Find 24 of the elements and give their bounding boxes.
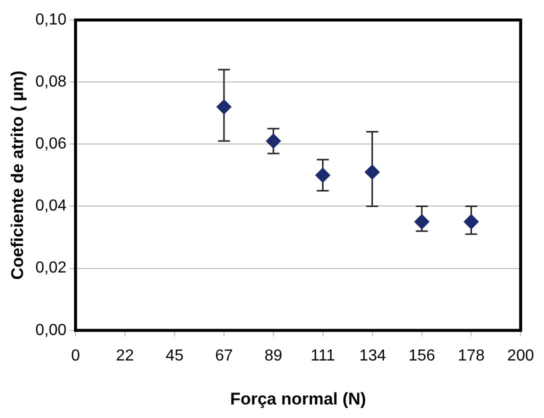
- x-axis-title: Força normal (N): [230, 389, 366, 408]
- y-tick-label: 0,10: [35, 11, 67, 28]
- y-tick-label: 0,08: [35, 73, 67, 90]
- y-tick-label: 0,02: [35, 260, 67, 277]
- x-tick-label: 67: [215, 347, 233, 364]
- y-tick-label: 0,06: [35, 136, 67, 153]
- x-tick-label: 156: [408, 347, 436, 364]
- point: [364, 164, 380, 180]
- y-axis-title: Coeficiente de atrito ( µm): [8, 70, 27, 280]
- x-tick-label: 200: [507, 347, 534, 364]
- y-tick-label: 0,00: [35, 322, 67, 339]
- x-tick-label: 134: [359, 347, 386, 364]
- point: [315, 168, 330, 183]
- x-tick-label: 0: [71, 347, 80, 364]
- x-tick-label: 178: [458, 347, 485, 364]
- x-tick-label: 111: [310, 347, 336, 364]
- x-tick-label: 89: [264, 347, 282, 364]
- y-tick-label: 0,04: [35, 198, 67, 215]
- x-tick-label: 45: [166, 347, 184, 364]
- point: [464, 214, 479, 230]
- point: [414, 214, 430, 230]
- point: [216, 99, 232, 114]
- x-tick-label: 22: [116, 347, 134, 364]
- point: [266, 134, 281, 149]
